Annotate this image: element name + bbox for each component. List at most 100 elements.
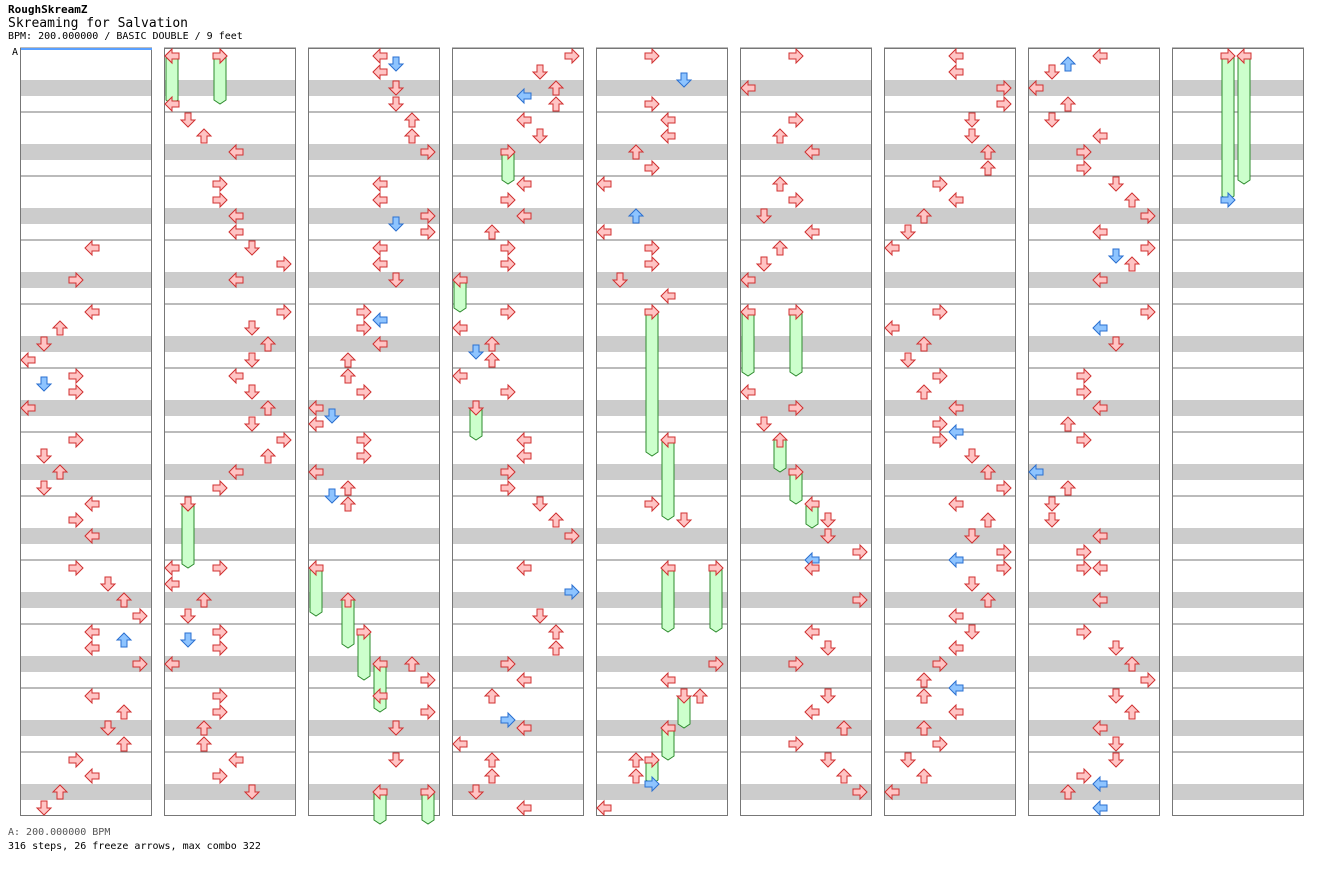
step-arrow [644, 95, 660, 113]
freeze-head-arrow [660, 431, 676, 449]
beat-stripe [164, 720, 296, 736]
step-arrow [179, 496, 197, 512]
step-arrow [627, 752, 645, 768]
step-arrow [387, 80, 405, 96]
step-arrow [68, 751, 84, 769]
beat-stripe [1028, 784, 1160, 800]
step-arrow [500, 303, 516, 321]
column-border [452, 48, 584, 816]
step-arrow [403, 112, 421, 128]
step-arrow [564, 527, 580, 545]
step-arrow [179, 112, 197, 128]
beat-stripe [452, 144, 584, 160]
step-arrow [68, 431, 84, 449]
step-arrow [771, 128, 789, 144]
step-arrow [675, 512, 693, 528]
step-arrow [356, 319, 372, 337]
step-arrow [243, 320, 261, 336]
step-arrow [452, 319, 468, 337]
step-arrow-blue [323, 488, 341, 504]
step-arrow [804, 559, 820, 577]
step-arrow [852, 543, 868, 561]
freeze-head-arrow [500, 143, 516, 161]
beat-stripe [20, 208, 152, 224]
step-arrow [500, 479, 516, 497]
beat-stripe [1172, 656, 1304, 672]
beat-stripe [164, 592, 296, 608]
column-border [1172, 48, 1304, 816]
step-arrow [68, 367, 84, 385]
step-arrow [115, 736, 133, 752]
step-arrow [1123, 256, 1141, 272]
beat-stripe [596, 656, 728, 672]
step-arrow [84, 767, 100, 785]
beat-stripe [452, 80, 584, 96]
beat-stripe [884, 272, 1016, 288]
freeze-head-arrow [660, 559, 676, 577]
step-arrow [195, 128, 213, 144]
freeze-head-arrow [372, 783, 388, 801]
step-arrow [212, 687, 228, 705]
step-arrow [84, 639, 100, 657]
step-arrow [99, 576, 117, 592]
beat-stripe [452, 272, 584, 288]
step-arrow [963, 528, 981, 544]
beat-stripe [740, 720, 872, 736]
beat-stripe [884, 784, 1016, 800]
step-arrow [387, 752, 405, 768]
chart-footer: A: 200.000000 BPM 316 steps, 26 freeze a… [8, 826, 261, 854]
step-arrow [948, 495, 964, 513]
step-arrow [243, 416, 261, 432]
step-arrow [164, 559, 180, 577]
beat-stripe [1028, 464, 1160, 480]
step-arrow [20, 351, 36, 369]
freeze-head-arrow [372, 655, 388, 673]
step-arrow [51, 320, 69, 336]
step-arrow [660, 671, 676, 689]
beat-stripe [884, 144, 1016, 160]
freeze-head-arrow [644, 751, 660, 769]
beat-stripe [20, 144, 152, 160]
step-arrow [212, 559, 228, 577]
beat-stripe [884, 336, 1016, 352]
freeze-head-arrow [708, 559, 724, 577]
step-arrow [1140, 303, 1156, 321]
step-arrow [996, 479, 1012, 497]
beat-stripe [740, 208, 872, 224]
beat-stripe [452, 336, 584, 352]
chart-header: RoughSkreamZ Skreaming for Salvation BPM… [8, 4, 243, 43]
freeze-arrow [645, 311, 659, 457]
freeze-arrow [1237, 55, 1251, 185]
step-arrow [899, 224, 917, 240]
step-arrow [627, 768, 645, 784]
step-arrow [932, 431, 948, 449]
step-arrow-blue [387, 56, 405, 72]
step-arrow [243, 240, 261, 256]
step-arrow-blue [387, 216, 405, 232]
step-arrow [259, 400, 277, 416]
step-arrow-blue [500, 711, 516, 729]
step-arrow [915, 336, 933, 352]
step-arrow [915, 208, 933, 224]
step-arrow [596, 799, 612, 817]
step-arrow [195, 720, 213, 736]
beat-stripe [308, 80, 440, 96]
bpm-marker-line [21, 48, 152, 50]
step-arrow [1092, 47, 1108, 65]
step-arrow [819, 528, 837, 544]
step-arrow [516, 559, 532, 577]
step-arrow [948, 639, 964, 657]
step-arrow [483, 352, 501, 368]
step-arrow [1043, 512, 1061, 528]
beat-stripe [596, 336, 728, 352]
step-arrow [68, 383, 84, 401]
step-arrow [356, 303, 372, 321]
step-arrow [452, 367, 468, 385]
step-arrow [516, 719, 532, 737]
step-arrow [84, 239, 100, 257]
beat-stripe [740, 656, 872, 672]
step-arrow [963, 112, 981, 128]
step-arrow [1092, 719, 1108, 737]
step-arrow [660, 287, 676, 305]
